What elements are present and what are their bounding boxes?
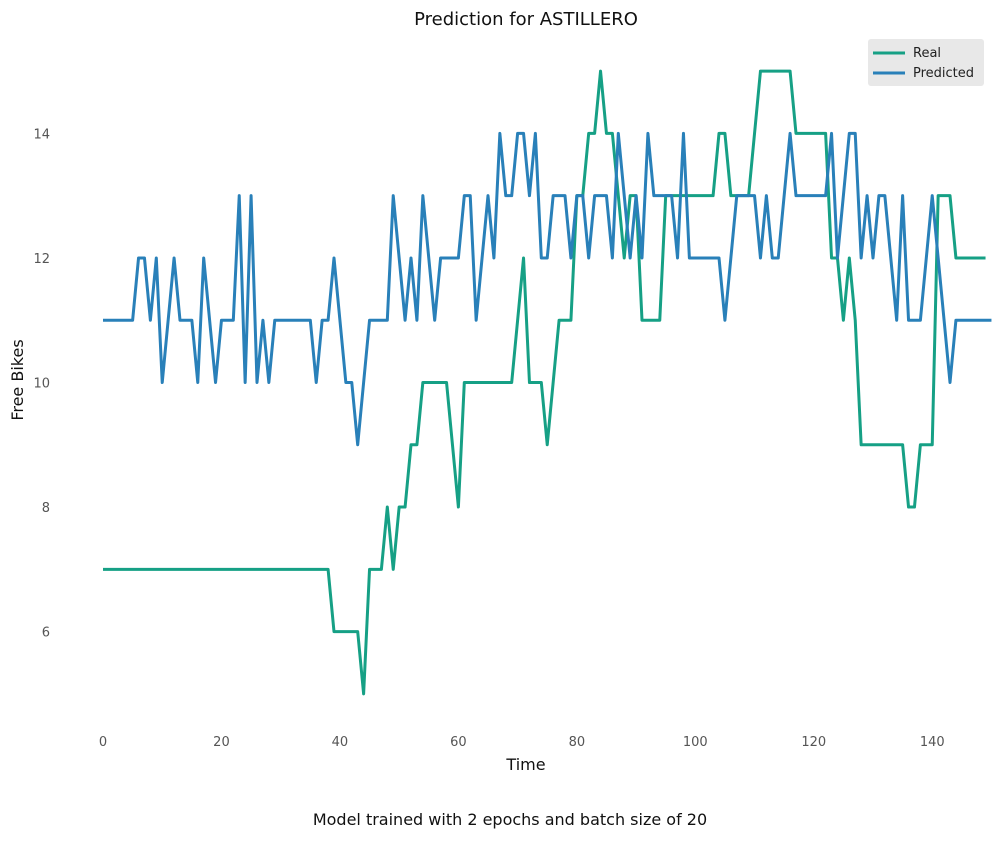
y-tick-label: 10 <box>33 377 50 392</box>
x-tick-label: 0 <box>99 735 107 750</box>
x-axis-label: Time <box>505 755 545 774</box>
series-layer <box>103 69 992 696</box>
legend-label-real: Real <box>913 46 941 61</box>
legend-label-predicted: Predicted <box>913 66 974 81</box>
chart-title: Prediction for ASTILLERO <box>414 9 638 30</box>
legend: Real Predicted <box>868 39 984 86</box>
x-tick-label: 100 <box>683 735 708 750</box>
x-tick-label: 140 <box>920 735 945 750</box>
y-tick-label: 6 <box>42 626 50 641</box>
x-tick-label: 20 <box>213 735 230 750</box>
y-tick-label: 8 <box>42 501 50 516</box>
series-line-predicted <box>103 131 992 447</box>
x-tick-label: 80 <box>569 735 586 750</box>
x-tick-label: 60 <box>450 735 467 750</box>
x-tick-label: 120 <box>801 735 826 750</box>
series-line-real <box>103 69 986 696</box>
y-axis-label: Free Bikes <box>8 339 27 420</box>
y-tick-label: 14 <box>33 127 50 142</box>
chart-caption: Model trained with 2 epochs and batch si… <box>313 810 707 829</box>
y-tick-labels: 6 8 10 12 14 <box>33 127 50 640</box>
x-tick-labels: 0 20 40 60 80 100 120 140 <box>99 735 945 750</box>
x-tick-label: 40 <box>332 735 349 750</box>
y-tick-label: 12 <box>33 252 50 267</box>
